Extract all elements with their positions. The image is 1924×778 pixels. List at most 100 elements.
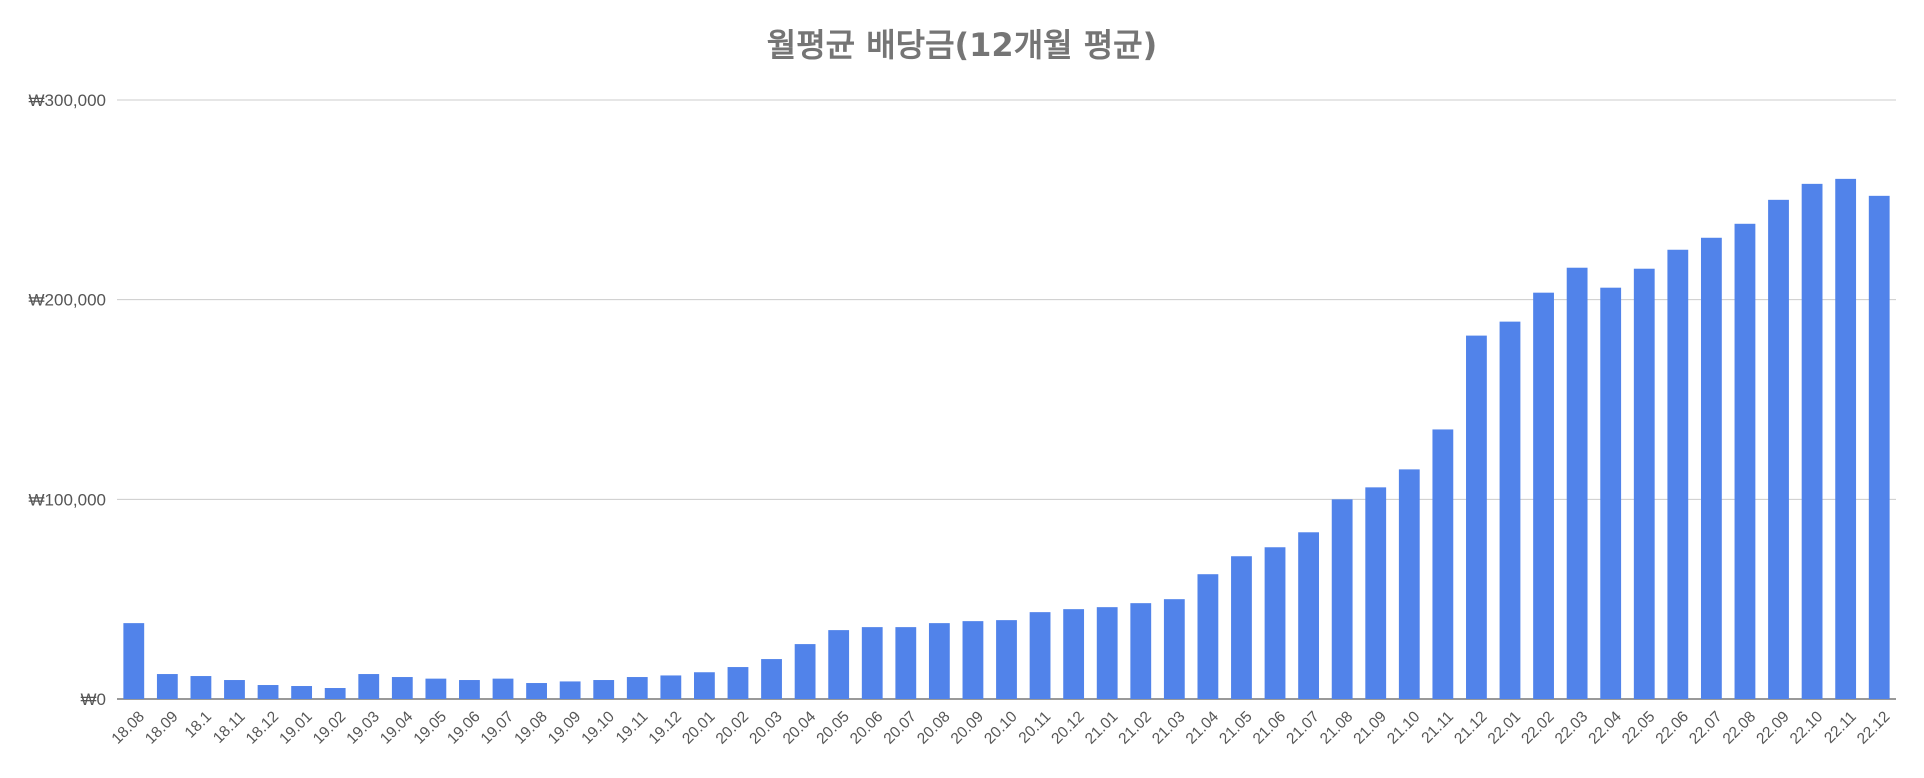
bar-21.09 — [1365, 487, 1387, 699]
x-tick-label: 18.09 — [142, 708, 181, 747]
bar-21.08 — [1331, 499, 1353, 699]
bar-21.04 — [1197, 574, 1219, 699]
bar-22.12 — [1868, 195, 1890, 699]
x-tick-label: 22.08 — [1720, 708, 1759, 747]
x-tick-label: 18.11 — [210, 708, 249, 747]
x-tick-label: 20.02 — [713, 708, 752, 747]
x-tick-label: 22.06 — [1653, 708, 1692, 747]
x-tick-label: 19.02 — [310, 708, 349, 747]
x-tick-label: 19.05 — [411, 708, 450, 747]
bar-19.01 — [291, 686, 313, 699]
bar-21.02 — [1130, 603, 1152, 699]
x-tick-label: 22.09 — [1753, 708, 1792, 747]
bar-18.09 — [156, 674, 178, 699]
bar-22.01 — [1499, 321, 1521, 699]
x-tick-label: 21.09 — [1350, 708, 1389, 747]
x-tick-label: 19.09 — [545, 708, 584, 747]
x-tick-label: 19.04 — [377, 708, 417, 748]
x-tick-label: 19.11 — [613, 708, 652, 747]
x-tick-label: 22.10 — [1787, 708, 1827, 748]
x-tick-label: 22.12 — [1854, 708, 1893, 747]
bar-21.12 — [1466, 335, 1487, 699]
chart-title: 월평균 배당금(12개월 평균) — [767, 26, 1157, 64]
bar-19.05 — [425, 678, 447, 699]
x-tick-label: 21.01 — [1082, 708, 1121, 747]
bar-19.06 — [459, 680, 480, 699]
bar-22.11 — [1835, 178, 1857, 699]
bar-22.03 — [1566, 267, 1588, 699]
x-tick-label: 20.04 — [780, 708, 820, 748]
x-tick-label: 21.06 — [1250, 708, 1289, 747]
bar-20.09 — [962, 621, 984, 699]
bar-18.12 — [257, 685, 279, 699]
bar-20.08 — [928, 623, 950, 699]
bar-22.02 — [1533, 292, 1554, 699]
bar-22.04 — [1600, 287, 1622, 699]
bar-20.07 — [895, 627, 917, 699]
x-tick-label: 20.06 — [847, 708, 886, 747]
x-tick-label: 20.07 — [881, 708, 920, 747]
bar-22.08 — [1734, 223, 1756, 699]
x-tick-label: 22.01 — [1485, 708, 1524, 747]
x-tick-label: 21.12 — [1451, 708, 1490, 747]
bar-20.02 — [727, 667, 749, 699]
x-tick-label: 20.08 — [914, 708, 953, 747]
bar-19.08 — [526, 683, 547, 699]
bar-21.10 — [1398, 469, 1420, 699]
y-tick-label: ₩100,000 — [29, 490, 107, 509]
x-tick-label: 19.08 — [511, 708, 550, 747]
bar-20.01 — [694, 672, 715, 699]
x-tick-label: 22.07 — [1686, 708, 1725, 747]
bar-21.11 — [1432, 429, 1454, 699]
x-tick-label: 18.08 — [109, 708, 148, 747]
bar-20.06 — [861, 627, 883, 699]
bar-19.02 — [324, 688, 346, 699]
x-tick-label: 21.08 — [1317, 708, 1356, 747]
bar-22.09 — [1768, 199, 1789, 700]
x-tick-label: 21.02 — [1115, 708, 1154, 747]
bar-19.04 — [391, 677, 413, 699]
y-axis-tick-labels: ₩0 ₩100,000 ₩200,000 ₩300,000 — [29, 91, 107, 709]
bars — [123, 178, 1890, 700]
x-tick-label: 22.05 — [1619, 708, 1658, 747]
bar-18.1 — [190, 676, 212, 699]
bar-22.06 — [1667, 249, 1689, 699]
x-tick-label: 21.10 — [1384, 708, 1424, 748]
bar-21.03 — [1163, 599, 1185, 699]
x-tick-label: 18.12 — [243, 708, 282, 747]
x-tick-label: 20.10 — [981, 708, 1021, 748]
x-tick-label: 22.11 — [1821, 708, 1860, 747]
bar-21.07 — [1298, 532, 1319, 699]
x-tick-label: 20.03 — [746, 708, 785, 747]
x-tick-label: 20.11 — [1016, 708, 1055, 747]
bar-19.12 — [660, 675, 682, 699]
bar-19.11 — [626, 677, 648, 699]
bar-18.08 — [123, 623, 145, 699]
bar-20.11 — [1029, 612, 1051, 699]
x-tick-label: 19.10 — [578, 708, 618, 748]
bar-21.06 — [1264, 547, 1286, 699]
x-tick-label: 21.03 — [1149, 708, 1188, 747]
x-tick-label: 19.12 — [646, 708, 685, 747]
bar-20.04 — [794, 644, 816, 699]
y-tick-label: ₩300,000 — [29, 91, 107, 110]
x-tick-label: 22.04 — [1585, 708, 1625, 748]
x-tick-label: 21.04 — [1183, 708, 1223, 748]
y-tick-label: ₩200,000 — [29, 291, 107, 310]
x-tick-label: 19.06 — [444, 708, 483, 747]
bar-20.12 — [1063, 609, 1085, 699]
bar-20.10 — [996, 620, 1017, 699]
x-tick-label: 19.07 — [478, 708, 517, 747]
bar-20.05 — [828, 630, 850, 699]
y-tick-label: ₩0 — [81, 690, 107, 709]
x-tick-label: 21.11 — [1418, 708, 1457, 747]
x-tick-label: 19.01 — [276, 708, 315, 747]
x-tick-label: 20.01 — [679, 708, 718, 747]
bar-21.05 — [1231, 556, 1252, 699]
x-tick-label: 21.05 — [1216, 708, 1255, 747]
bar-22.05 — [1633, 268, 1655, 699]
x-tick-label: 22.02 — [1518, 708, 1557, 747]
